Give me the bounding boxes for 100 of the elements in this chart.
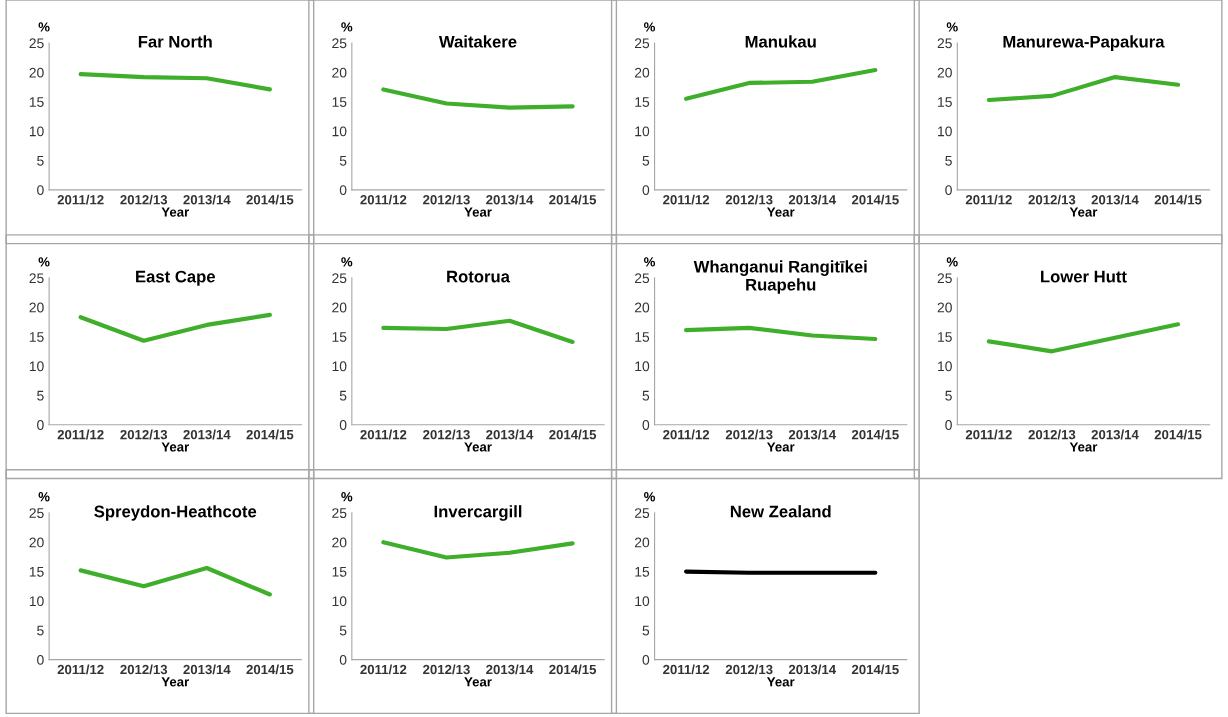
x-tick-label: 2014/15	[549, 429, 597, 440]
x-tick-label: 2013/14	[183, 194, 231, 205]
x-tick-label: 2014/15	[246, 429, 294, 440]
x-axis-title: Year	[464, 207, 492, 217]
y-tick-label: 5	[37, 155, 44, 166]
y-tick-label: 25	[634, 508, 650, 518]
y-tick-label: 20	[332, 302, 347, 313]
x-axis-title: Year	[1069, 207, 1098, 217]
y-tick-label: 0	[339, 654, 347, 665]
y-tick-label: 5	[37, 625, 44, 636]
x-tick-label: 2012/13	[725, 429, 773, 440]
line-series	[684, 325, 878, 342]
y-axis-title: %	[946, 22, 958, 32]
y-axis-title: %	[643, 22, 656, 32]
x-tick-label: 2012/13	[423, 664, 470, 675]
y-tick-label: 15	[635, 332, 650, 342]
line-series	[78, 312, 272, 343]
x-tick-label: 2012/13	[120, 664, 168, 675]
line-series	[381, 318, 575, 345]
y-tick-label: 20	[634, 67, 650, 78]
y-tick-label: 5	[339, 155, 347, 166]
y-tick-label: 15	[332, 332, 347, 342]
x-tick-label: 2014/15	[1154, 194, 1202, 205]
chart-title: Rotorua	[447, 270, 511, 283]
line-series	[986, 322, 1181, 354]
y-tick-label: 10	[332, 126, 347, 137]
y-tick-label: 25	[332, 273, 347, 284]
x-tick-label: 2013/14	[788, 194, 837, 205]
y-tick-label: 0	[642, 185, 650, 195]
y-tick-label: 0	[945, 185, 952, 195]
x-tick-label: 2013/14	[1091, 429, 1139, 440]
chart-title: Waitakere	[438, 35, 517, 48]
x-tick-label: 2011/12	[965, 194, 1012, 205]
y-axis-title: %	[38, 257, 50, 267]
x-tick-label: 2013/14	[486, 194, 534, 205]
y-tick-label: 25	[937, 38, 952, 49]
x-tick-label: 2011/12	[663, 194, 710, 205]
x-tick-label: 2013/14	[486, 429, 534, 440]
y-tick-label: 15	[29, 567, 44, 577]
chart-title: Lower Hutt	[1041, 270, 1127, 283]
x-tick-label: 2012/13	[423, 194, 470, 205]
y-tick-label: 0	[642, 420, 650, 430]
x-axis-title: Year	[1069, 442, 1098, 452]
y-axis-title: %	[341, 257, 353, 267]
x-tick-label: 2014/15	[246, 194, 294, 205]
y-tick-label: 20	[937, 302, 952, 313]
y-tick-label: 20	[29, 302, 44, 313]
y-tick-label: 0	[37, 420, 44, 430]
y-tick-label: 10	[29, 126, 44, 137]
y-tick-label: 25	[634, 38, 650, 49]
y-tick-label: 5	[945, 390, 952, 401]
x-axis-title: Year	[161, 442, 189, 452]
x-tick-label: 2012/13	[423, 429, 470, 440]
x-tick-label: 2011/12	[360, 664, 407, 675]
chart-title: East Cape	[136, 270, 215, 286]
y-tick-label: 10	[635, 126, 650, 137]
x-tick-label: 2011/12	[57, 429, 104, 440]
x-tick-label: 2013/14	[788, 664, 837, 675]
x-axis-title: Year	[464, 677, 492, 687]
y-tick-label: 5	[37, 390, 44, 401]
y-axis-title: %	[38, 22, 50, 32]
y-tick-label: 0	[37, 185, 44, 195]
chart-title: Invercargill	[434, 505, 522, 521]
x-tick-label: 2011/12	[663, 429, 710, 440]
x-tick-label: 2012/13	[120, 194, 168, 205]
y-tick-label: 0	[339, 420, 347, 430]
x-tick-label: 2013/14	[486, 664, 534, 675]
y-tick-label: 10	[332, 361, 347, 372]
y-tick-label: 5	[945, 155, 952, 166]
y-tick-label: 15	[635, 97, 650, 107]
x-tick-label: 2011/12	[360, 194, 407, 205]
y-tick-label: 10	[29, 596, 44, 607]
y-tick-label: 0	[642, 654, 650, 665]
line-series	[78, 565, 272, 597]
x-tick-label: 2012/13	[725, 664, 773, 675]
x-tick-label: 2014/15	[851, 194, 899, 205]
x-tick-label: 2012/13	[1028, 194, 1076, 205]
x-axis-title: Year	[767, 442, 795, 452]
chart-title: Manurewa-Papakura	[1003, 35, 1165, 51]
y-axis-title: %	[946, 257, 958, 267]
y-tick-label: 15	[29, 332, 44, 342]
chart-title: Far North	[138, 35, 212, 48]
y-tick-label: 25	[29, 38, 44, 49]
x-axis-title: Year	[161, 677, 189, 687]
x-tick-label: 2014/15	[549, 194, 597, 205]
y-tick-label: 5	[642, 625, 650, 636]
x-tick-label: 2013/14	[788, 429, 837, 440]
line-series	[78, 72, 272, 92]
x-tick-label: 2012/13	[120, 429, 168, 440]
line-series	[381, 87, 575, 110]
x-tick-label: 2011/12	[57, 664, 104, 675]
y-tick-label: 25	[332, 38, 347, 49]
line-series	[381, 540, 575, 560]
line-series	[684, 67, 878, 101]
y-tick-label: 10	[29, 361, 44, 372]
x-tick-label: 2011/12	[360, 429, 407, 440]
y-tick-label: 15	[938, 332, 952, 342]
y-tick-label: 10	[635, 361, 650, 372]
y-tick-label: 20	[634, 537, 650, 548]
y-tick-label: 20	[937, 67, 952, 78]
